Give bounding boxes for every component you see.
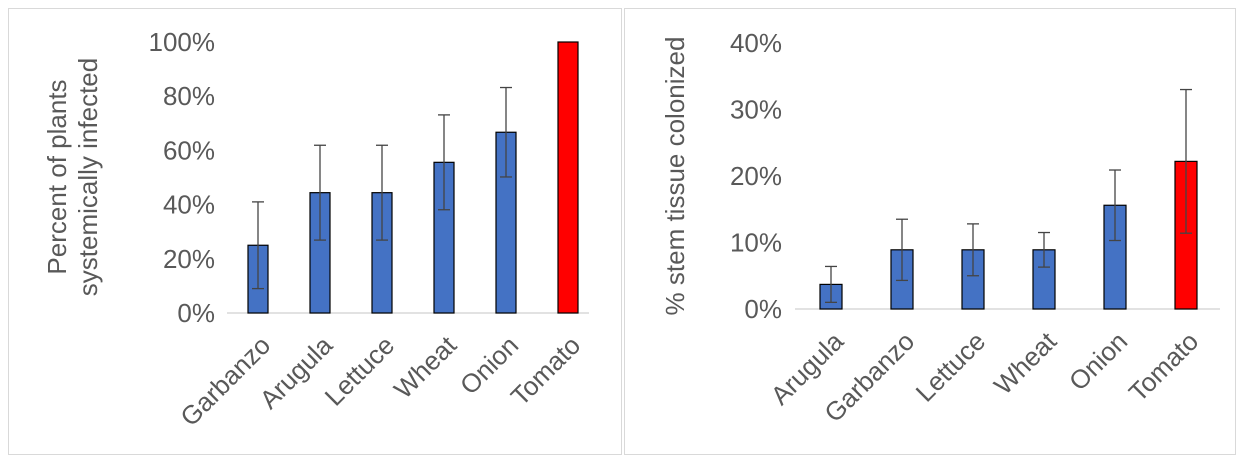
y-axis-title: % stem tissue colonized (660, 37, 690, 316)
y-axis-title-line: Percent of plants (42, 79, 72, 274)
y-tick-label: 40% (730, 28, 782, 58)
y-axis-title-line: % stem tissue colonized (660, 37, 690, 316)
y-tick-label: 20% (163, 244, 215, 274)
x-tick-label: Tomato (505, 330, 587, 412)
x-tick-label: Tomato (1123, 326, 1205, 408)
y-tick-label: 30% (730, 95, 782, 125)
y-tick-label: 100% (149, 27, 216, 57)
y-axis-title-line: systemically infected (73, 58, 103, 296)
x-tick-label: Wheat (988, 325, 1063, 400)
bar-tomato (557, 41, 579, 314)
chart-panel-left: Percent of plantssystemically infected 0%… (8, 8, 622, 455)
y-tick-label: 60% (163, 135, 215, 165)
x-tick-label: Lettuce (910, 326, 992, 408)
y-tick-label: 0% (177, 298, 215, 328)
y-tick-label: 20% (730, 161, 782, 191)
y-tick-label: 0% (744, 294, 782, 324)
chart-panel-right: % stem tissue colonized 0% 10% 20% 30% 40% Aru… (624, 8, 1236, 455)
x-tick-label: Garbanzo (174, 330, 276, 432)
y-tick-label: 40% (163, 190, 215, 220)
y-tick-label: 10% (730, 228, 782, 258)
y-tick-label: 80% (163, 81, 215, 111)
chart-infection-percent: Percent of plantssystemically infected 0%… (42, 27, 589, 432)
x-tick-label: Lettuce (319, 330, 401, 412)
chart-stem-colonized: % stem tissue colonized 0%10%20%30%40%Aru… (660, 28, 1220, 428)
x-tick-label: Wheat (388, 329, 463, 404)
y-axis-title: Percent of plantssystemically infected (42, 58, 103, 296)
